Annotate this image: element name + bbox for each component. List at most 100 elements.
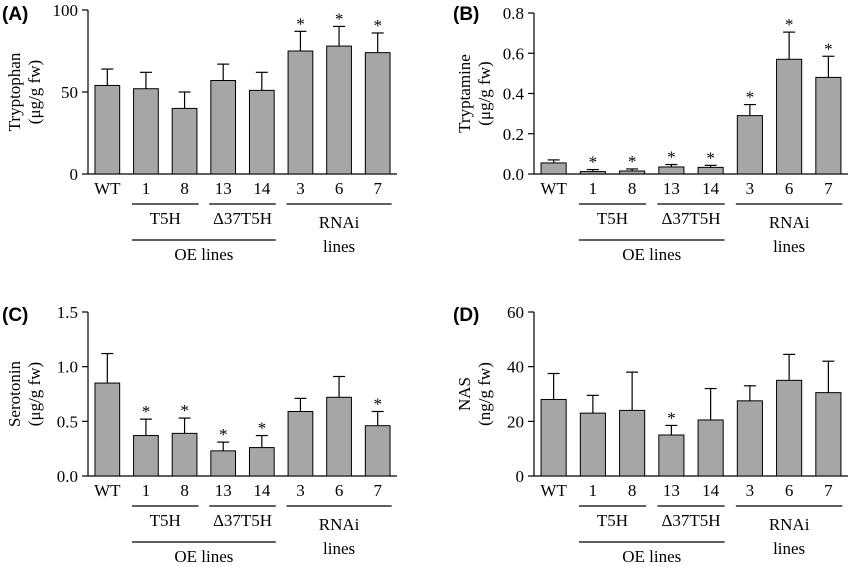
category-label: 3 (746, 179, 755, 198)
y-axis-label: Tryptamine (455, 54, 474, 133)
bar-WT (94, 84, 121, 175)
category-label: WT (94, 179, 121, 198)
bar-14 (697, 419, 724, 477)
delta-label: Δ37T5H (213, 209, 272, 228)
y-tick-label: 1.0 (57, 358, 78, 377)
t5h-label: T5H (150, 209, 181, 228)
y-axis-unit: (μg/g fw) (475, 61, 494, 125)
bar-3 (287, 410, 314, 477)
category-label: 3 (746, 481, 755, 500)
category-label: 13 (215, 179, 232, 198)
bar-13 (210, 80, 237, 175)
y-tick-label: 1.5 (57, 303, 78, 322)
category-label: 6 (785, 179, 794, 198)
category-label: 7 (824, 481, 833, 500)
y-tick-label: 40 (507, 358, 524, 377)
y-tick-label: 0.5 (57, 412, 78, 431)
y-tick-label: 20 (507, 412, 524, 431)
bar-1 (579, 412, 606, 477)
bar-1 (133, 88, 159, 175)
y-axis-unit: (μg/g fw) (25, 60, 44, 124)
significance-marker: * (667, 408, 676, 427)
significance-marker: * (628, 152, 637, 171)
category-label: 1 (142, 481, 151, 500)
category-label: WT (540, 179, 567, 198)
significance-marker: * (373, 394, 382, 413)
category-label: 14 (702, 481, 720, 500)
delta-label: Δ37T5H (661, 511, 720, 530)
y-tick-label: 0.6 (503, 44, 524, 63)
significance-marker: * (258, 419, 267, 438)
bar-3 (287, 50, 314, 175)
rnai-lines-label: lines (323, 237, 355, 256)
bar-WT (540, 398, 567, 477)
panel-label: (C) (2, 305, 28, 326)
panel-label: (B) (453, 4, 479, 25)
bar-1 (579, 171, 606, 175)
category-label: 14 (253, 179, 271, 198)
bar-8 (619, 170, 646, 175)
y-tick-label: 60 (507, 303, 524, 322)
significance-marker: * (142, 402, 151, 421)
oe-label: OE lines (622, 245, 681, 264)
y-tick-label: 0 (516, 467, 525, 486)
bar-6 (776, 379, 803, 477)
category-label: 8 (628, 481, 637, 500)
category-label: 6 (785, 481, 794, 500)
t5h-label: T5H (597, 511, 628, 530)
significance-marker: * (335, 9, 344, 28)
category-label: 8 (180, 481, 189, 500)
panel-label: (D) (453, 305, 479, 326)
bar-8 (619, 409, 646, 477)
bar-8 (171, 107, 198, 175)
t5h-label: T5H (150, 511, 181, 530)
bar-WT (94, 382, 121, 477)
bar-7 (364, 52, 391, 175)
y-axis-unit: (ng/g fw) (475, 362, 494, 426)
bar-14 (697, 166, 724, 175)
y-tick-label: 100 (53, 1, 79, 20)
category-label: 7 (373, 179, 382, 198)
y-axis-label: Tryptophan (5, 52, 24, 131)
y-axis-label: Serotonin (5, 360, 24, 427)
y-tick-label: 0 (70, 165, 79, 184)
bar-6 (326, 45, 352, 175)
category-label: 13 (215, 481, 232, 500)
category-label: 8 (628, 179, 637, 198)
panel-label: (A) (2, 4, 28, 25)
y-tick-label: 0.0 (57, 467, 78, 486)
bar-1 (133, 435, 159, 477)
significance-marker: * (785, 15, 794, 34)
bar-7 (364, 425, 391, 477)
significance-marker: * (746, 88, 755, 107)
oe-label: OE lines (174, 547, 233, 566)
significance-marker: * (180, 401, 189, 420)
category-label: 8 (180, 179, 189, 198)
bar-13 (658, 434, 685, 477)
y-tick-label: 0.8 (503, 4, 524, 23)
significance-marker: * (667, 148, 676, 167)
significance-marker: * (219, 425, 228, 444)
panel-c: (C) 0.0 0.5 1.0 1.5 Serotonin (μg/g fw) WT * 1 * 8 *… (2, 303, 397, 566)
y-axis-unit: (μg/g fw) (25, 362, 44, 426)
bar-WT (540, 162, 567, 175)
significance-marker: * (373, 16, 382, 35)
delta-label: Δ37T5H (213, 511, 272, 530)
bar-6 (776, 58, 803, 175)
category-label: 7 (373, 481, 382, 500)
category-label: 14 (702, 179, 720, 198)
category-label: 1 (589, 179, 598, 198)
category-label: 3 (296, 179, 305, 198)
bar-7 (815, 76, 842, 175)
category-label: 3 (296, 481, 305, 500)
y-tick-label: 50 (61, 83, 78, 102)
rnai-label: RNAi (769, 515, 810, 534)
y-tick-label: 0.4 (503, 85, 525, 104)
significance-marker: * (589, 153, 598, 172)
category-label: 13 (663, 481, 680, 500)
rnai-label: RNAi (769, 213, 810, 232)
bar-7 (815, 392, 842, 477)
delta-label: Δ37T5H (661, 209, 720, 228)
bar-3 (736, 400, 763, 477)
category-label: 1 (589, 481, 598, 500)
